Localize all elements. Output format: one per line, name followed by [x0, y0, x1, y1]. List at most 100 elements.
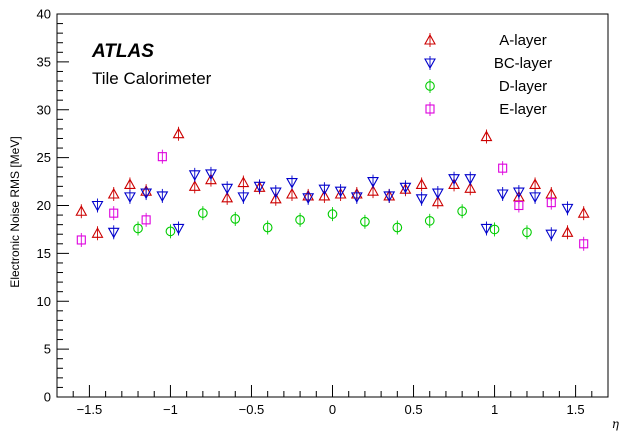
e-layer-point — [157, 149, 167, 164]
legend-marker-e-layer — [425, 104, 435, 114]
x-tick-label: 1.5 — [567, 402, 585, 417]
bc-layer-point — [367, 174, 379, 189]
a-layer-marker — [188, 180, 201, 191]
legend-marker-d-layer — [425, 81, 435, 91]
a-layer-marker — [91, 227, 104, 238]
bc-layer-point — [399, 180, 412, 195]
a-layer-point — [75, 204, 88, 219]
d-layer-point — [392, 220, 403, 235]
bc-layer-point — [529, 189, 542, 204]
bc-layer-marker — [302, 193, 315, 204]
detector-label: Tile Calorimeter — [92, 69, 212, 88]
d-layer-point — [489, 222, 500, 237]
y-tick-label: 25 — [37, 150, 51, 165]
bc-layer-marker — [464, 174, 477, 185]
d-layer-marker — [198, 208, 208, 219]
bc-layer-point — [383, 188, 396, 203]
e-layer-point — [76, 232, 86, 247]
d-layer-point — [133, 221, 143, 236]
bc-layer-point — [496, 187, 509, 202]
bc-layer-point — [123, 189, 136, 204]
bc-layer-marker — [399, 182, 412, 194]
d-layer-marker — [133, 223, 143, 234]
bc-layer-point — [286, 175, 298, 190]
d-layer-point — [360, 214, 370, 229]
a-layer-point — [107, 187, 120, 202]
bc-layer-marker — [172, 223, 185, 235]
bc-layer-marker — [91, 200, 104, 212]
bc-layer-point — [91, 198, 104, 213]
d-layer-marker — [327, 209, 338, 219]
bc-layer-point — [561, 201, 574, 216]
e-layer-point — [141, 212, 151, 227]
d-layer-marker — [230, 214, 241, 224]
d-layer-point — [198, 206, 208, 221]
legend-item-bc-layer: BC-layer — [424, 55, 552, 72]
bc-layer-point — [205, 166, 217, 181]
d-layer-point — [424, 213, 435, 228]
y-axis-label: Electronic Noise RMS [MeV] — [8, 136, 22, 287]
d-layer-marker — [522, 227, 532, 238]
bc-layer-point — [269, 185, 282, 200]
bc-layer-marker — [107, 227, 120, 239]
a-layer-marker — [367, 185, 379, 196]
a-layer-point — [480, 129, 493, 144]
a-layer-marker — [415, 178, 428, 189]
d-layer-marker — [295, 215, 305, 225]
y-tick-label: 15 — [37, 246, 51, 261]
legend-label-e-layer: E-layer — [499, 101, 547, 118]
x-tick-label: −1.5 — [77, 402, 103, 417]
bc-layer-marker — [367, 177, 379, 188]
d-layer-point — [165, 224, 176, 239]
e-layer-marker — [157, 152, 167, 162]
x-tick-label: 1 — [491, 402, 498, 417]
bc-layer-point — [221, 181, 234, 196]
d-layer-marker — [392, 222, 403, 233]
bc-layer-marker — [140, 188, 153, 200]
bc-layer-marker — [334, 186, 347, 198]
bc-layer-marker — [512, 187, 525, 199]
e-layer-point — [546, 195, 556, 210]
e-layer-point — [498, 161, 508, 176]
a-layer-marker — [448, 178, 460, 189]
y-tick-label: 5 — [44, 342, 51, 357]
a-layer-marker — [172, 127, 185, 139]
y-tick-label: 30 — [37, 102, 51, 117]
a-layer-marker — [221, 191, 234, 203]
bc-layer-point — [334, 184, 347, 199]
a-layer-point — [91, 226, 104, 241]
x-tick-label: −1 — [163, 402, 178, 417]
bc-layer-point — [188, 167, 201, 182]
bc-layer-marker — [318, 184, 331, 196]
e-layer-point — [514, 198, 524, 213]
bc-layer-marker — [123, 192, 136, 204]
d-layer-marker — [489, 224, 500, 235]
x-tick-label: −0.5 — [239, 402, 265, 417]
bc-layer-marker — [545, 229, 558, 241]
legend-label-d-layer: D-layer — [499, 78, 547, 95]
x-tick-label: 0 — [329, 402, 336, 417]
d-layer-point — [295, 212, 305, 227]
a-layer-point — [415, 177, 428, 192]
e-layer-marker — [579, 239, 589, 249]
legend-label-a-layer: A-layer — [499, 32, 547, 49]
bc-layer-point — [480, 221, 493, 236]
bc-layer-marker — [269, 187, 282, 199]
a-layer-marker — [237, 176, 250, 188]
bc-layer-point — [415, 191, 428, 206]
a-layer-marker — [286, 187, 298, 199]
bc-layer-marker — [205, 169, 217, 181]
a-layer-point — [172, 126, 185, 141]
bc-layer-point — [350, 189, 363, 204]
a-layer-marker — [205, 173, 217, 185]
bc-layer-point — [253, 179, 266, 194]
bc-layer-point — [318, 182, 331, 197]
bc-layer-point — [545, 227, 558, 242]
a-layer-point — [237, 175, 250, 190]
a-layer-marker — [269, 192, 282, 204]
e-layer-point — [579, 236, 589, 251]
bc-layer-marker — [431, 188, 444, 200]
bc-layer-marker — [286, 177, 298, 189]
a-layer-point — [561, 225, 574, 240]
